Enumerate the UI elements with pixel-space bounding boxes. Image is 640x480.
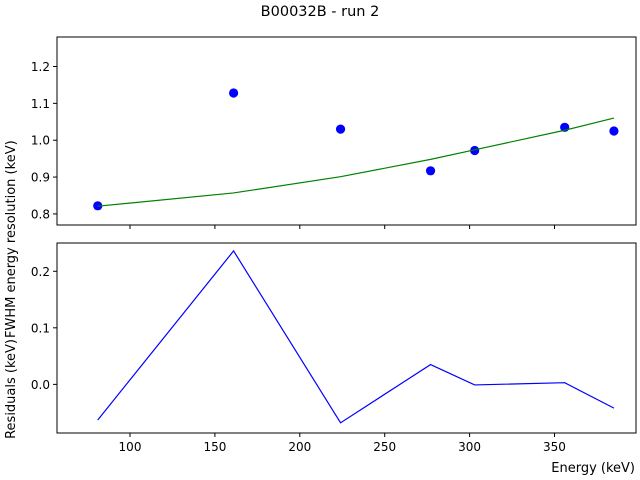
- resolution-plot: 0.8 0.9 1.0 1.1 1.2: [31, 36, 637, 229]
- x-tick-label: 100: [119, 440, 142, 454]
- y-tick-label: 0.1: [31, 321, 50, 335]
- data-point: [335, 124, 346, 134]
- resolution-x-ticks: [129, 225, 555, 229]
- residuals-plot-frame: [56, 242, 637, 434]
- y-axis-label-resolution: FWHM energy resolution (keV): [4, 140, 19, 338]
- data-point: [470, 145, 480, 156]
- x-tick-label: 250: [373, 440, 396, 454]
- data-point: [228, 88, 239, 98]
- y-tick-label: 0.2: [31, 265, 50, 279]
- resolution-plot-frame: [56, 36, 637, 226]
- x-tick-label: 350: [543, 440, 566, 454]
- figure-title: B00032B - run 2: [261, 4, 380, 20]
- y-tick-label: 0.8: [31, 207, 50, 221]
- residuals-plot: 0.0 0.1 0.2 100 150 200 250 300 350: [31, 242, 637, 454]
- residuals-line: [97, 249, 615, 424]
- data-point: [425, 166, 436, 176]
- y-tick-label: 1.2: [31, 60, 50, 74]
- y-tick-label: 1.1: [31, 97, 50, 111]
- x-tick-label: 150: [203, 440, 226, 454]
- y-tick-label: 0.0: [31, 378, 50, 392]
- x-tick-label: 300: [458, 440, 481, 454]
- data-point: [609, 126, 619, 136]
- residuals-x-ticks: 100 150 200 250 300 350: [119, 433, 566, 454]
- y-axis-label-residuals: Residuals (keV): [4, 339, 19, 439]
- residuals-y-ticks: 0.0 0.1 0.2: [31, 265, 57, 392]
- y-tick-label: 1.0: [31, 134, 50, 148]
- residuals-series: [97, 249, 615, 424]
- fit-line: [97, 117, 615, 207]
- resolution-series: [93, 88, 619, 211]
- x-axis-label: Energy (keV): [551, 461, 635, 476]
- resolution-y-ticks: 0.8 0.9 1.0 1.1 1.2: [31, 60, 57, 221]
- y-tick-label: 0.9: [31, 171, 50, 185]
- x-tick-label: 200: [288, 440, 311, 454]
